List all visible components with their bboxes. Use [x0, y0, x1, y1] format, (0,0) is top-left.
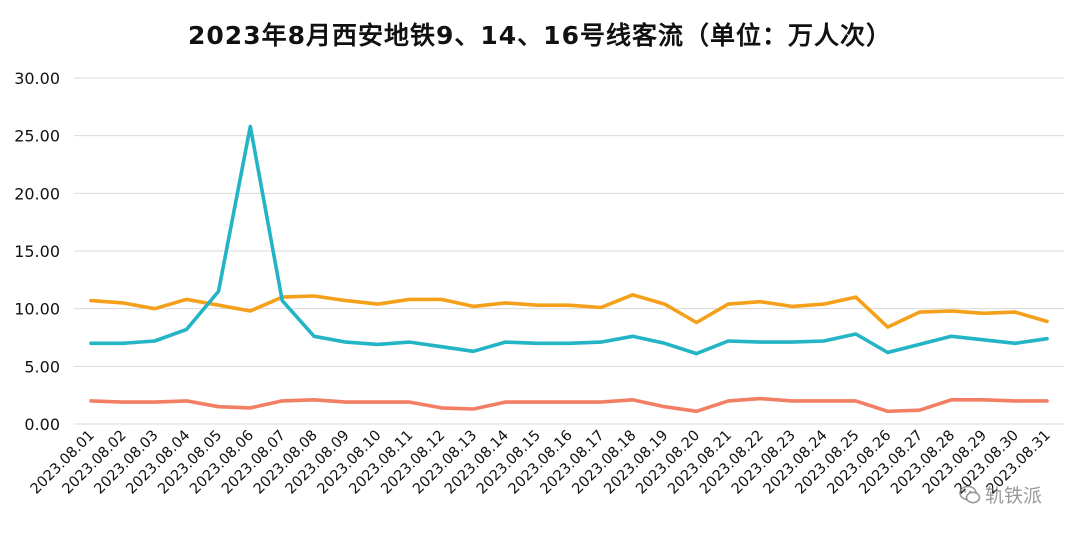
series-line-1	[89, 292, 1049, 329]
y-tick-label: 10.00	[14, 300, 60, 319]
series-lines	[89, 124, 1049, 414]
wechat-icon	[959, 484, 981, 506]
y-tick-label: 15.00	[14, 242, 60, 261]
chart-title: 2023年8月西安地铁9、14、16号线客流（单位：万人次）	[188, 21, 892, 50]
y-tick-label: 25.00	[14, 127, 60, 146]
gridlines	[74, 77, 1064, 425]
watermark: 轨铁派	[959, 481, 1042, 508]
series-line-2	[89, 124, 1049, 356]
y-tick-label: 20.00	[14, 184, 60, 203]
y-tick-label: 30.00	[14, 69, 60, 88]
y-tick-label: 0.00	[24, 415, 60, 434]
y-tick-label: 5.00	[24, 357, 60, 376]
series-line-3	[89, 396, 1049, 414]
x-axis-ticks: 2023.08.012023.08.022023.08.032023.08.04…	[28, 428, 1054, 498]
y-axis-ticks: 0.00 5.00 10.00 15.00 20.00 25.00 30.00	[14, 69, 60, 434]
watermark-text: 轨铁派	[984, 485, 1042, 507]
